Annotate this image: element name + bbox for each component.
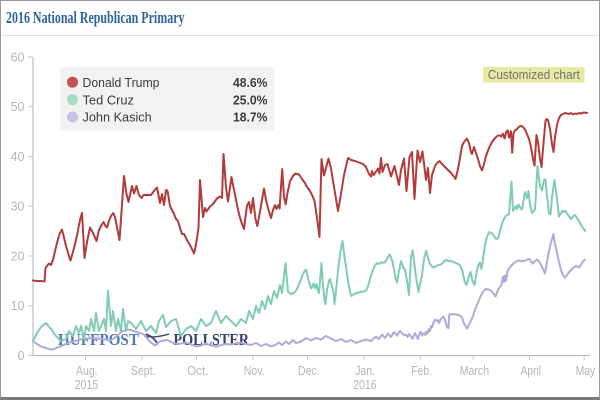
svg-text:Ted Cruz: Ted Cruz (83, 92, 135, 107)
svg-text:Dec.: Dec. (298, 364, 320, 378)
svg-text:Feb.: Feb. (411, 364, 432, 378)
svg-text:30: 30 (11, 200, 25, 214)
svg-text:Customized chart: Customized chart (488, 67, 580, 82)
svg-text:10: 10 (11, 299, 25, 313)
svg-text:2016 National Republican Prima: 2016 National Republican Primary (6, 8, 185, 27)
svg-text:Jan.: Jan. (355, 364, 375, 378)
svg-text:John Kasich: John Kasich (83, 110, 152, 125)
svg-text:20: 20 (11, 249, 25, 263)
svg-text:48.6%: 48.6% (233, 75, 268, 90)
svg-text:May: May (576, 364, 596, 378)
svg-text:2015: 2015 (75, 378, 98, 392)
svg-text:Nov.: Nov. (244, 364, 265, 378)
svg-text:60: 60 (11, 50, 25, 64)
svg-text:April: April (521, 364, 541, 378)
svg-text:50: 50 (11, 100, 25, 114)
svg-text:18.7%: 18.7% (233, 110, 268, 125)
svg-text:Sept.: Sept. (131, 364, 155, 378)
svg-text:2016: 2016 (353, 378, 376, 392)
svg-text:Oct.: Oct. (187, 364, 208, 378)
svg-text:0: 0 (18, 349, 25, 363)
svg-text:Donald Trump: Donald Trump (83, 75, 160, 90)
svg-text:40: 40 (11, 150, 25, 164)
svg-text:March: March (460, 364, 489, 378)
svg-text:25.0%: 25.0% (233, 92, 268, 107)
svg-text:Aug.: Aug. (76, 364, 98, 378)
